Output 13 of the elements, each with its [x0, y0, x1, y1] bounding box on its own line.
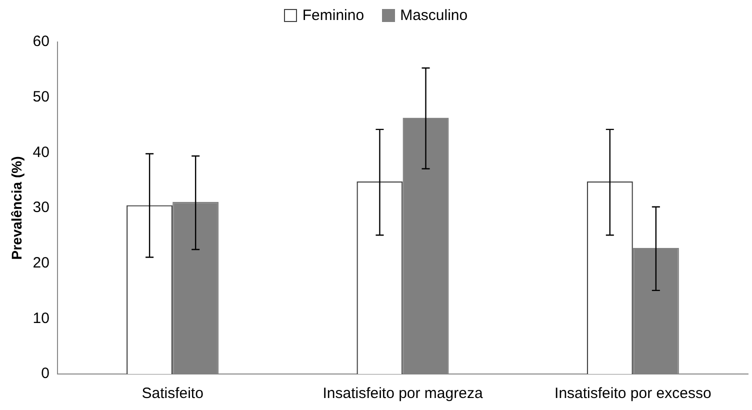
x-tick-label: Insatisfeito por magreza — [322, 385, 484, 402]
legend-label: Feminino — [302, 6, 364, 24]
legend-label: Masculino — [400, 6, 468, 24]
y-tick-label: 40 — [32, 144, 50, 161]
y-tick-label: 60 — [32, 33, 50, 50]
x-tick-label: Satisfeito — [142, 385, 204, 402]
y-tick-label: 30 — [32, 199, 50, 216]
x-tick-label: Insatisfeito por excesso — [554, 385, 712, 402]
y-tick-label: 10 — [32, 310, 50, 327]
y-tick-label: 0 — [41, 365, 50, 382]
y-axis-title: Prevalência (%) — [8, 156, 24, 260]
y-tick-label: 20 — [32, 254, 50, 272]
y-tick-label: 50 — [32, 88, 50, 106]
